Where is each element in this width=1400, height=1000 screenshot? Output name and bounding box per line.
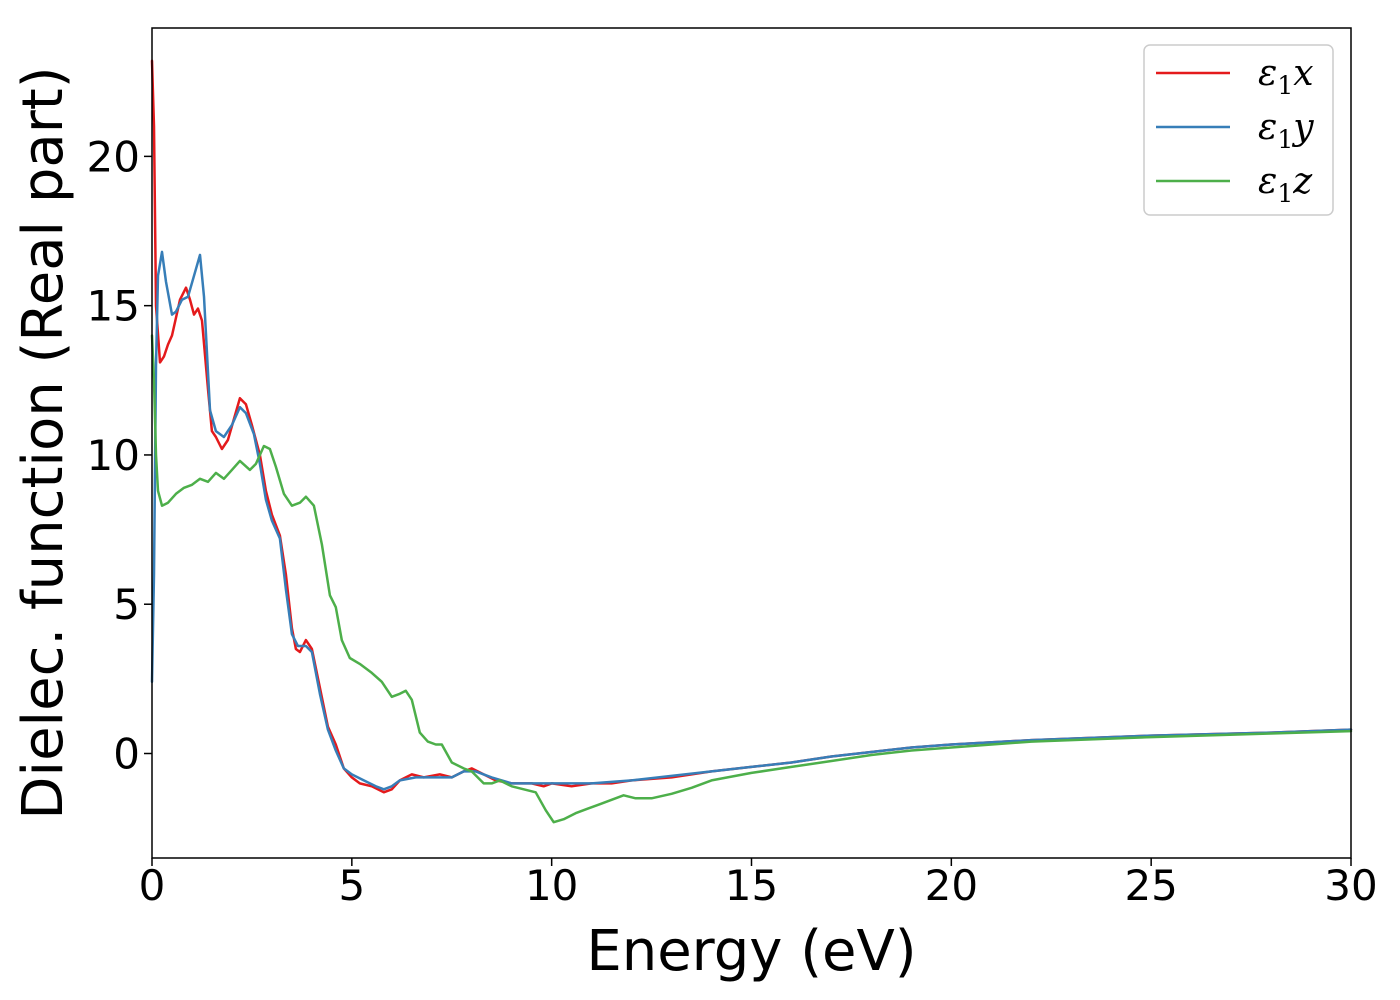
x-axis-title: Energy (eV) <box>586 919 916 984</box>
y-tick-label: 15 <box>87 282 140 331</box>
legend-label-z: ε1z <box>1258 161 1313 208</box>
x-tick-label: 25 <box>1124 861 1177 910</box>
x-tick-label: 15 <box>725 861 778 910</box>
x-tick-label: 5 <box>338 861 365 910</box>
legend-box <box>1143 44 1334 216</box>
y-tick-label: 20 <box>87 132 140 181</box>
x-tick-label: 20 <box>925 861 978 910</box>
x-tick-label: 10 <box>525 861 578 910</box>
series-layer <box>150 59 1353 824</box>
y-tick-label: 0 <box>113 730 140 779</box>
x-axis-ticks: 0 5 10 15 20 25 30 <box>139 858 1378 910</box>
x-tick-label: 0 <box>139 861 166 910</box>
y-tick-label: 10 <box>87 431 140 480</box>
y-axis-ticks: 0 5 10 15 20 <box>87 132 152 779</box>
legend-label-y: ε1y <box>1258 107 1314 154</box>
y-tick-label: 5 <box>113 580 140 629</box>
series-line-z <box>150 334 1353 824</box>
legend-label-x: ε1x <box>1258 53 1314 100</box>
y-axis-title: Dielec. function (Real part) <box>11 66 76 819</box>
series-line-y <box>150 250 1353 791</box>
legend: ε1x ε1y ε1z <box>1143 44 1334 216</box>
x-tick-label: 30 <box>1324 861 1377 910</box>
